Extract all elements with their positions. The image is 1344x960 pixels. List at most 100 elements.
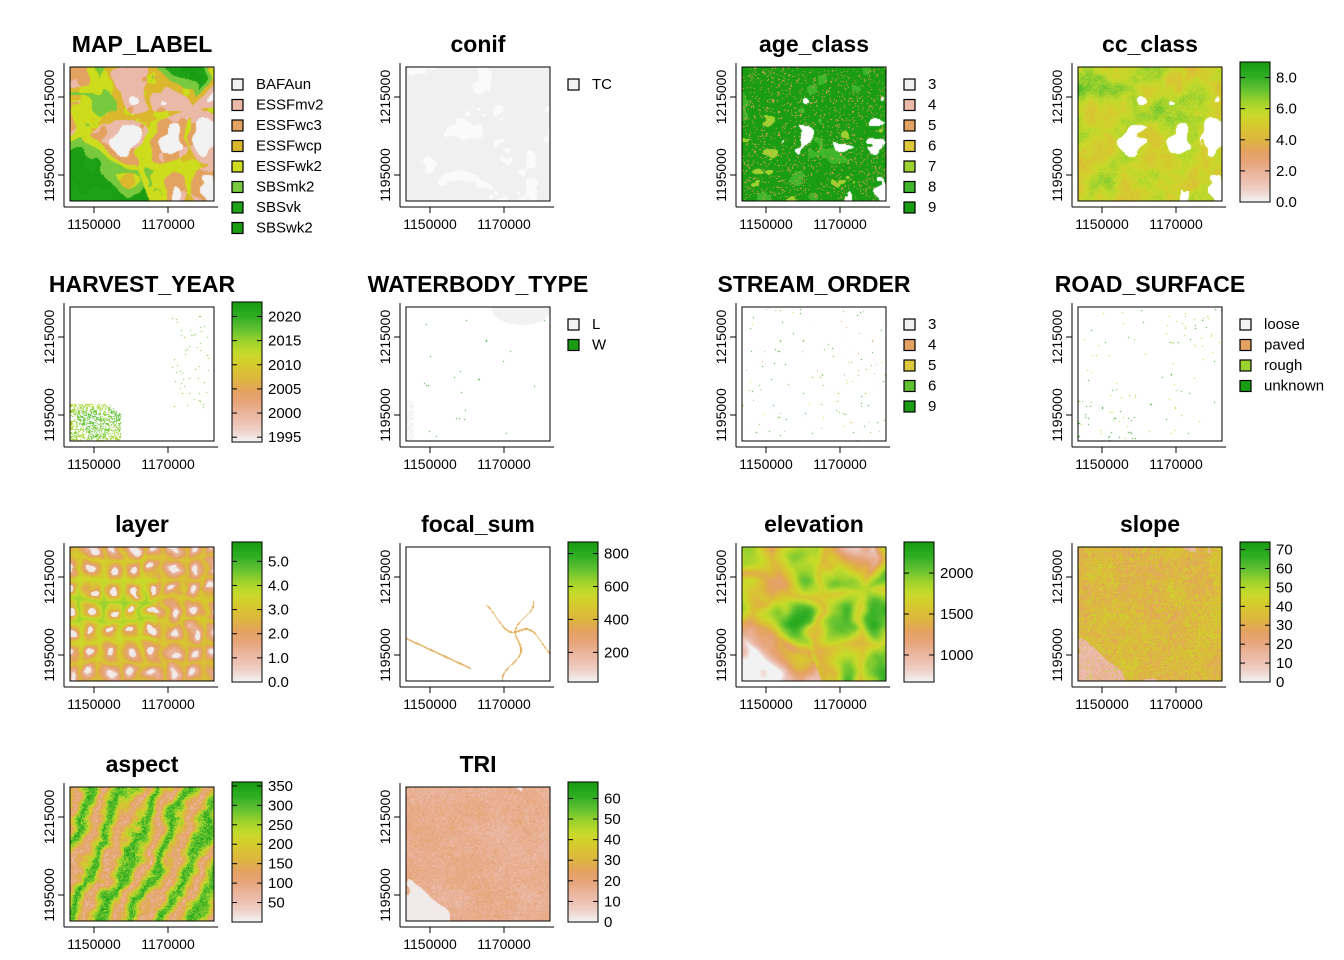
colorbar-frame [231, 301, 263, 443]
colorbar-segment [232, 418, 262, 422]
panel-title: conif [451, 31, 506, 57]
y-tick-label: 1195000 [1049, 388, 1065, 442]
panel-stream_order: STREAM_ORDER 1150000 1170000 1195000 1215000… [713, 271, 936, 472]
colorbar-segment [568, 661, 598, 664]
y-tick-label: 1215000 [713, 310, 729, 365]
legend-label: BAFAun [256, 76, 311, 93]
panel-map_label: MAP_LABEL 1150000 1170000 1195000 1215000 BAF… [41, 31, 324, 237]
colorbar-segment [568, 917, 598, 921]
colorbar-segment [232, 870, 262, 874]
colorbar-segment [1240, 176, 1270, 180]
colorbar-segment [568, 600, 598, 604]
colorbar-label: 150 [268, 856, 293, 873]
x-tick-label: 1170000 [477, 216, 531, 232]
y-tick-label: 1215000 [1049, 70, 1065, 125]
colorbar-segment [568, 591, 598, 594]
colorbar-segment [232, 789, 262, 792]
colorbar-segment [232, 831, 262, 834]
colorbar-label: 600 [604, 578, 629, 595]
x-tick-label: 1170000 [813, 456, 867, 472]
colorbar-segment [232, 828, 262, 832]
colorbar-segment [904, 658, 934, 662]
colorbar-segment [568, 887, 598, 890]
colorbar-segment [232, 628, 262, 632]
colorbar-label: 0.0 [268, 674, 289, 691]
colorbar-segment [232, 814, 262, 818]
colorbar-segment [232, 838, 262, 841]
colorbar-segment [1240, 586, 1270, 590]
colorbar-segment [904, 612, 934, 615]
colorbar-frame [567, 781, 599, 923]
colorbar-segment [1240, 129, 1270, 133]
legend-label: W [592, 337, 607, 354]
colorbar-frame [567, 541, 599, 683]
colorbar-segment [1240, 66, 1270, 70]
colorbar-segment [568, 565, 598, 569]
colorbar-segment [1240, 192, 1270, 196]
plot-frame [69, 66, 215, 202]
colorbar-segment [568, 877, 598, 881]
colorbar-segment [1240, 127, 1270, 131]
x-tick-label: 1150000 [67, 456, 121, 472]
colorbar-segment [232, 591, 262, 594]
colorbar-segment [232, 849, 262, 853]
colorbar-segment [232, 863, 262, 867]
legend-swatch [231, 180, 244, 194]
x-tick-label: 1150000 [403, 936, 457, 952]
colorbar-segment [568, 910, 598, 914]
colorbar-segment [232, 581, 262, 585]
colorbar-label: 3.0 [268, 602, 289, 619]
colorbar-segment [568, 605, 598, 608]
colorbar-segment [568, 786, 598, 790]
colorbar-segment [568, 831, 598, 834]
colorbar-segment [568, 579, 598, 583]
raster-image [70, 547, 214, 681]
colorbar-segment [568, 621, 598, 625]
x-tick-label: 1150000 [739, 216, 793, 232]
colorbar-segment [568, 873, 598, 876]
panel-road_surface: ROAD_SURFACE 1150000 1170000 1195000 1215000… [1049, 271, 1324, 472]
y-tick-label: 1215000 [41, 550, 57, 605]
colorbar-segment [232, 341, 262, 345]
legend-swatch [903, 201, 916, 214]
colorbar-segment [232, 917, 262, 921]
colorbar-segment [904, 586, 934, 590]
colorbar-segment [232, 635, 262, 639]
colorbar-segment [1240, 565, 1270, 569]
colorbar-segment [232, 875, 262, 879]
x-tick-label: 1150000 [67, 936, 121, 952]
colorbar-segment [1240, 197, 1270, 201]
colorbar-label: 1.0 [268, 650, 289, 667]
colorbar-segment [904, 675, 934, 678]
colorbar-label: 300 [268, 797, 293, 814]
colorbar-segment [1240, 677, 1270, 681]
colorbar-segment [232, 402, 262, 406]
y-tick-label: 1215000 [713, 550, 729, 605]
colorbar-segment [1240, 136, 1270, 140]
colorbar-label: 2015 [268, 333, 301, 350]
colorbar-segment [232, 889, 262, 893]
colorbar-segment [904, 621, 934, 625]
colorbar-segment [1240, 125, 1270, 128]
colorbar-segment [232, 835, 262, 839]
panel-title: slope [1120, 511, 1180, 537]
colorbar-segment [568, 668, 598, 671]
colorbar-segment [232, 574, 262, 578]
legend-swatch [567, 338, 580, 352]
colorbar-label: 6.0 [1276, 101, 1297, 118]
colorbar-segment [232, 600, 262, 604]
colorbar-segment [232, 327, 262, 331]
colorbar-segment [568, 572, 598, 576]
x-tick-label: 1150000 [739, 456, 793, 472]
colorbar-segment [1240, 635, 1270, 639]
colorbar-segment [568, 824, 598, 827]
colorbar-label: 400 [604, 611, 629, 628]
colorbar-segment [232, 330, 262, 333]
colorbar-segment [232, 803, 262, 806]
colorbar-segment [1240, 155, 1270, 159]
legend-swatch [903, 119, 916, 132]
colorbar-segment [568, 675, 598, 678]
colorbar-segment [1240, 106, 1270, 110]
colorbar-segment [232, 346, 262, 350]
colorbar-segment [232, 912, 262, 916]
